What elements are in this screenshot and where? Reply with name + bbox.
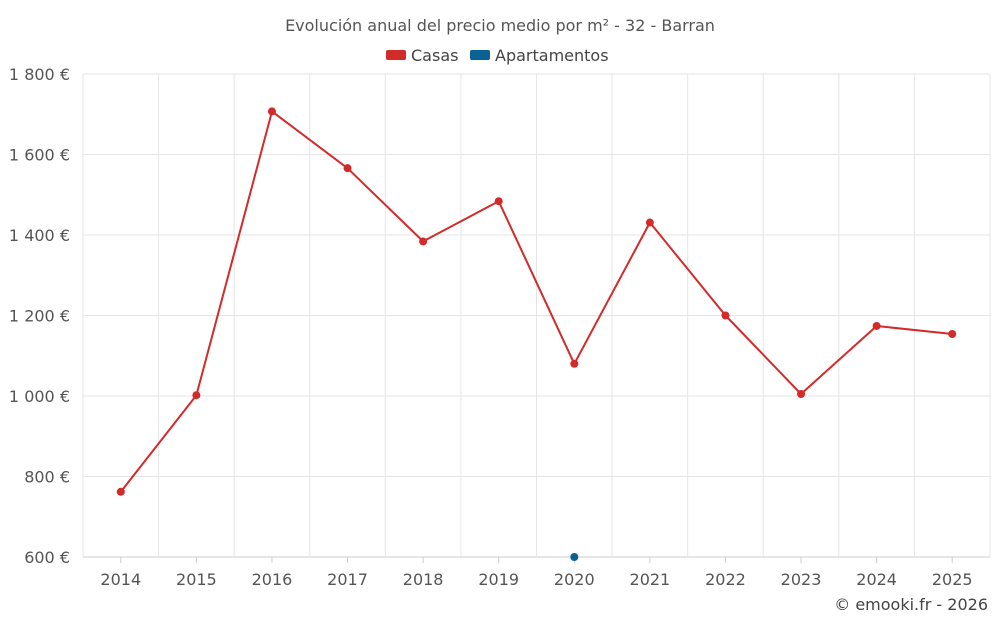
data-point-casas[interactable] <box>267 107 276 116</box>
series-lines <box>120 110 953 493</box>
series-points[interactable] <box>116 107 957 561</box>
y-tick-label: 600 € <box>24 548 70 567</box>
data-point-casas[interactable] <box>494 197 503 206</box>
chart-title: Evolución anual del precio medio por m² … <box>285 16 715 35</box>
x-tick-label: 2016 <box>252 570 293 589</box>
x-tick-label: 2017 <box>327 570 368 589</box>
data-point-casas[interactable] <box>645 218 654 227</box>
data-point-casas[interactable] <box>116 487 125 496</box>
data-point-casas[interactable] <box>192 391 201 400</box>
x-tick-label: 2022 <box>705 570 746 589</box>
x-tick-label: 2019 <box>478 570 519 589</box>
y-axis-labels: 600 € 800 € 1 000 € 1 200 € 1 400 € 1 600 € 1 … <box>9 65 70 567</box>
legend-label-apartamentos[interactable]: Apartamentos <box>495 46 609 65</box>
data-point-casas[interactable] <box>872 321 881 330</box>
x-tick-label: 2023 <box>781 570 822 589</box>
x-tick-label: 2024 <box>856 570 897 589</box>
credit-text: © emooki.fr - 2026 <box>834 595 988 614</box>
y-tick-label: 1 600 € <box>9 146 70 165</box>
y-tick-label: 1 400 € <box>9 226 70 245</box>
x-tick-label: 2018 <box>403 570 444 589</box>
data-point-casas[interactable] <box>948 330 957 339</box>
x-tick-label: 2025 <box>932 570 973 589</box>
x-gridlines <box>82 74 991 557</box>
x-tick-label: 2021 <box>630 570 671 589</box>
data-point-casas[interactable] <box>721 311 730 320</box>
x-tick-label: 2014 <box>100 570 141 589</box>
y-tick-label: 800 € <box>24 468 70 487</box>
data-point-casas[interactable] <box>343 164 352 173</box>
x-tick-label: 2015 <box>176 570 217 589</box>
legend-swatch-apartamentos[interactable] <box>470 50 490 60</box>
x-tick-label: 2020 <box>554 570 595 589</box>
y-tick-label: 1 000 € <box>9 387 70 406</box>
y-tick-label: 1 200 € <box>9 307 70 326</box>
data-point-casas[interactable] <box>797 389 806 398</box>
series-line-casas <box>120 110 953 493</box>
legend-label-casas[interactable]: Casas <box>411 46 458 65</box>
y-tick-label: 1 800 € <box>9 65 70 84</box>
data-point-casas[interactable] <box>419 237 428 246</box>
legend[interactable]: Casas Apartamentos <box>386 46 609 65</box>
x-axis-labels: 2014 2015 2016 2017 2018 2019 2020 2021 2022 2023… <box>100 557 973 589</box>
data-point-apartamentos[interactable] <box>570 553 579 561</box>
data-point-casas[interactable] <box>570 359 579 368</box>
legend-swatch-casas[interactable] <box>386 50 406 60</box>
